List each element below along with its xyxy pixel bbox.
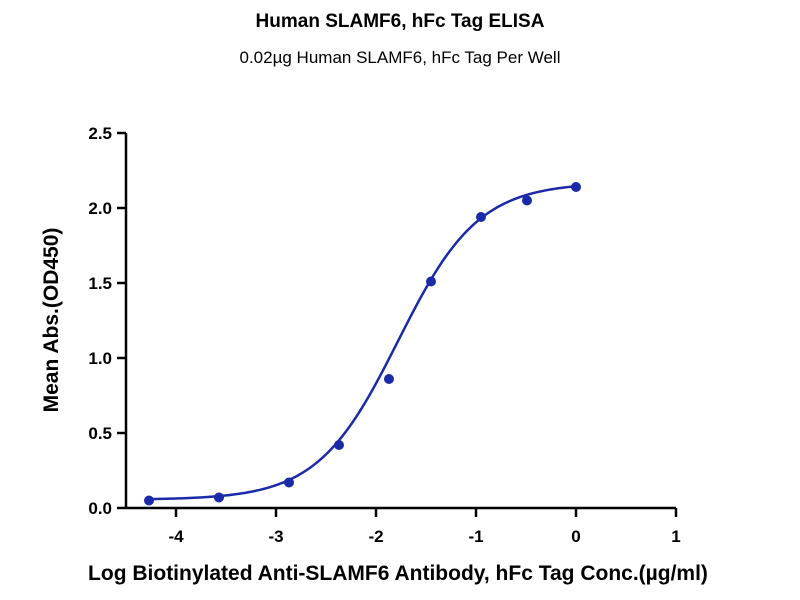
y-tick-label: 2.5 bbox=[88, 124, 112, 143]
x-axis-ticks: -4 -3 -2 -1 0 1 bbox=[168, 508, 681, 546]
x-tick-label: -4 bbox=[168, 527, 184, 546]
data-point bbox=[426, 276, 436, 287]
data-point bbox=[334, 440, 344, 450]
data-point bbox=[476, 212, 486, 222]
x-tick-label: -1 bbox=[468, 527, 483, 546]
chart-title: Human SLAMF6, hFc Tag ELISA bbox=[256, 11, 545, 32]
y-axis-label: Mean Abs.(OD450) bbox=[40, 228, 63, 413]
y-tick-label: 1.0 bbox=[88, 349, 112, 368]
data-point bbox=[384, 374, 394, 384]
y-tick-label: 2.0 bbox=[88, 199, 112, 218]
data-points bbox=[144, 182, 581, 506]
x-tick-label: -2 bbox=[368, 527, 383, 546]
chart-subtitle: 0.02µg Human SLAMF6, hFc Tag Per Well bbox=[240, 48, 561, 67]
data-point bbox=[144, 495, 154, 506]
x-tick-label: 1 bbox=[671, 527, 680, 546]
fit-curve bbox=[148, 185, 577, 501]
y-axis-ticks: 0.0 0.5 1.0 1.5 2.0 2.5 bbox=[88, 124, 126, 518]
y-tick-label: 0.0 bbox=[88, 499, 112, 518]
y-tick-label: 0.5 bbox=[88, 424, 112, 443]
x-tick-label: 0 bbox=[571, 527, 580, 546]
y-tick-label: 1.5 bbox=[88, 274, 112, 293]
data-point bbox=[214, 492, 224, 503]
data-point bbox=[284, 477, 294, 488]
data-point bbox=[522, 195, 532, 206]
x-tick-label: -3 bbox=[268, 527, 283, 546]
x-axis-label: Log Biotinylated Anti-SLAMF6 Antibody, h… bbox=[88, 562, 708, 585]
data-point bbox=[571, 182, 581, 192]
plot-area: 0.0 0.5 1.0 1.5 2.0 2.5 -4 -3 -2 -1 0 1 bbox=[88, 124, 680, 546]
